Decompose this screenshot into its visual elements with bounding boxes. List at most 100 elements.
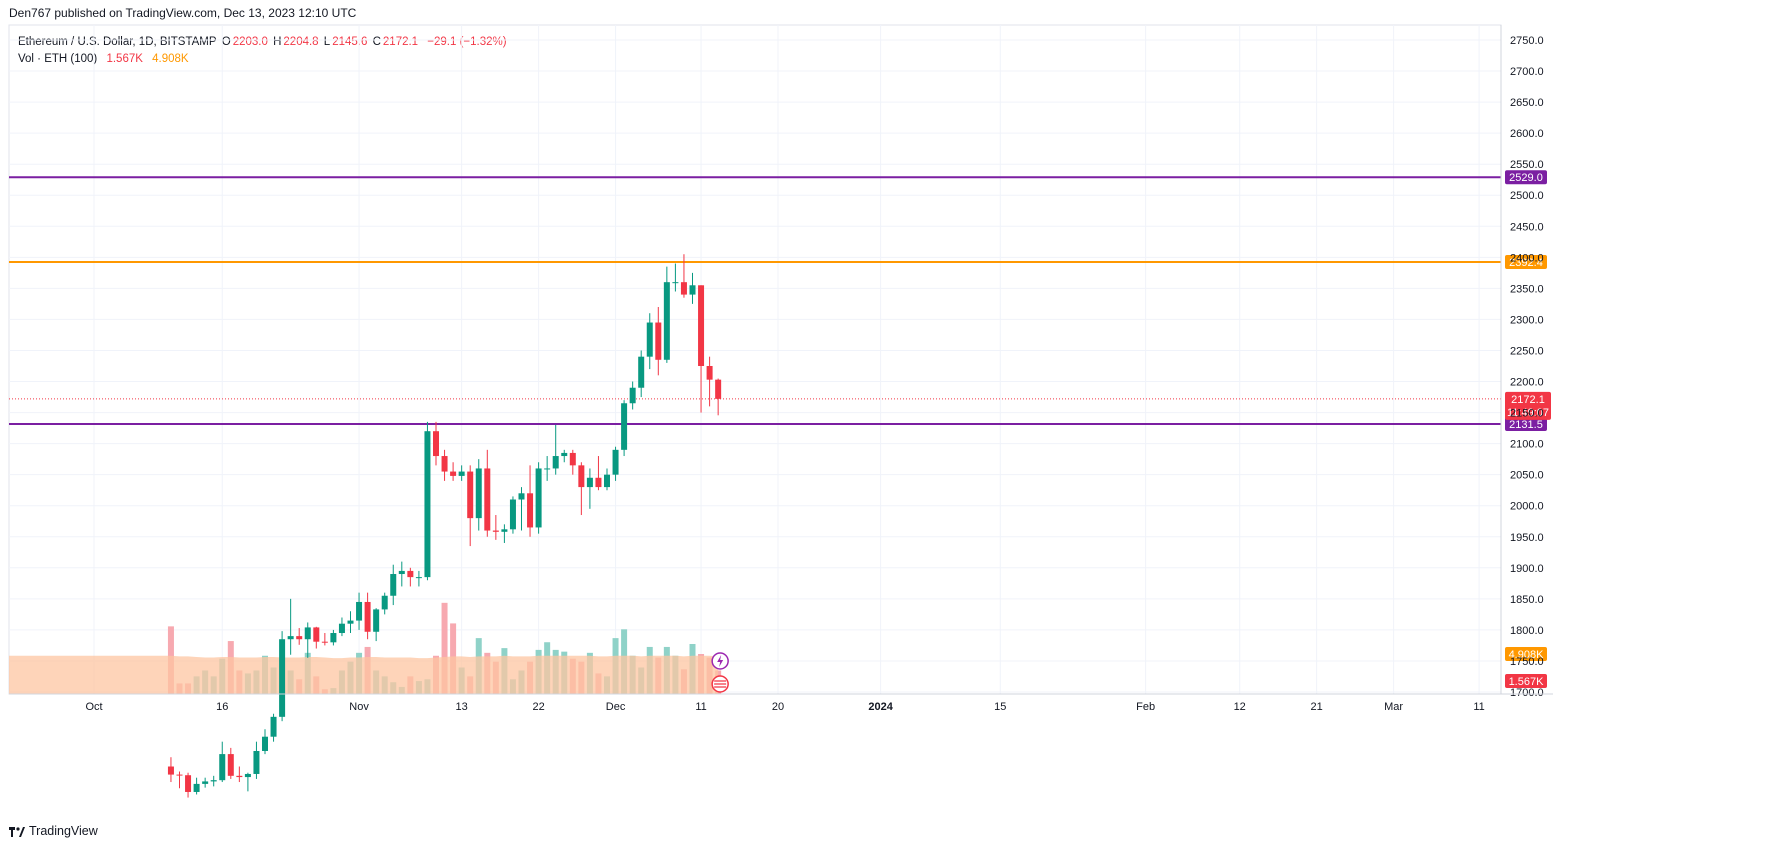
candle-body bbox=[578, 465, 585, 488]
x-tick-label: 20 bbox=[772, 701, 784, 713]
candle-body bbox=[407, 570, 414, 578]
candle-body bbox=[415, 577, 422, 579]
x-tick-label: 13 bbox=[456, 701, 468, 713]
level-label-bg bbox=[1505, 255, 1547, 270]
candle-body bbox=[586, 477, 593, 488]
volume-axis-label-bg bbox=[1505, 647, 1547, 661]
y-tick-label: 2050.0 bbox=[1510, 470, 1544, 482]
volume-axis-label: 4.908K bbox=[1509, 649, 1545, 661]
candle-body bbox=[509, 499, 516, 530]
x-tick-label: 2024 bbox=[868, 701, 893, 713]
candle-body bbox=[364, 601, 371, 632]
y-tick-label: 2500.0 bbox=[1510, 190, 1544, 202]
footer-brand-label: TradingView bbox=[29, 824, 98, 838]
high-value: 2204.8 bbox=[283, 36, 319, 48]
y-tick-label: 2700.0 bbox=[1510, 66, 1544, 78]
last-price-label-bg bbox=[1505, 391, 1551, 420]
candle-body bbox=[552, 456, 559, 469]
x-tick-label: 21 bbox=[1311, 701, 1323, 713]
y-tick-label: 1900.0 bbox=[1510, 563, 1544, 575]
x-tick-label: 12 bbox=[1234, 701, 1246, 713]
candle-body bbox=[458, 471, 465, 476]
volume-label[interactable]: Vol · ETH (100) bbox=[18, 53, 98, 65]
y-tick-label: 2300.0 bbox=[1510, 314, 1544, 326]
lightning-glyph-icon bbox=[717, 655, 724, 667]
candle-body bbox=[663, 282, 670, 360]
y-tick-label: 2600.0 bbox=[1510, 128, 1544, 140]
candle-body bbox=[501, 529, 508, 532]
candle-body bbox=[433, 431, 439, 457]
candle-body bbox=[176, 774, 183, 776]
volume-ma-area bbox=[9, 655, 719, 694]
candle-body bbox=[595, 477, 602, 488]
y-tick-label: 2250.0 bbox=[1510, 345, 1544, 357]
candle-body bbox=[629, 387, 636, 404]
candle-body bbox=[287, 636, 294, 640]
open-label: O bbox=[221, 36, 231, 48]
volume-axis-label-bg bbox=[1505, 674, 1547, 688]
candle-body bbox=[185, 775, 192, 792]
x-tick-label: 15 bbox=[994, 701, 1006, 713]
candle-body bbox=[706, 366, 713, 380]
candle-body bbox=[689, 285, 696, 295]
candle-body bbox=[253, 750, 260, 774]
candle-body bbox=[604, 474, 610, 488]
x-tick-label: 11 bbox=[695, 701, 706, 713]
candle-body bbox=[219, 754, 226, 781]
candle-body bbox=[202, 781, 209, 784]
level-label-bg bbox=[1505, 417, 1547, 432]
y-tick-label: 1950.0 bbox=[1510, 532, 1544, 544]
candle-body bbox=[698, 285, 705, 366]
last-price-label: 2172.1 bbox=[1511, 394, 1545, 406]
candle-body bbox=[715, 379, 722, 399]
x-tick-label: Dec bbox=[606, 701, 626, 713]
candle-body bbox=[655, 322, 662, 360]
candle-body bbox=[621, 403, 628, 450]
y-tick-label: 2200.0 bbox=[1510, 377, 1544, 389]
candle-body bbox=[210, 780, 217, 782]
candle-body bbox=[467, 471, 474, 519]
candle-body bbox=[296, 636, 303, 640]
candle-body bbox=[347, 620, 354, 624]
candle-body bbox=[518, 493, 525, 500]
candle-body bbox=[527, 493, 534, 528]
chart-legend: Ethereum / U.S. Dollar, 1D, BITSTAMP O 22… bbox=[18, 34, 509, 68]
candle-body bbox=[373, 609, 380, 632]
close-label: C bbox=[372, 36, 381, 48]
level-label-bg bbox=[1505, 170, 1547, 185]
candle-body bbox=[193, 783, 200, 792]
high-label: H bbox=[273, 36, 282, 48]
candle-body bbox=[638, 356, 645, 388]
candle-body bbox=[535, 468, 542, 528]
x-tick-label: Feb bbox=[1136, 701, 1155, 713]
candle-body bbox=[544, 468, 551, 470]
x-tick-label: 22 bbox=[532, 701, 544, 713]
candle-body bbox=[304, 627, 311, 640]
y-tick-label: 2150.0 bbox=[1510, 408, 1544, 420]
x-tick-label: Mar bbox=[1384, 701, 1403, 713]
candle-body bbox=[672, 282, 679, 284]
volume-ma-value: 4.908K bbox=[152, 53, 189, 65]
candle-body bbox=[321, 641, 328, 643]
y-tick-label: 1750.0 bbox=[1510, 656, 1544, 668]
candle-body bbox=[330, 633, 337, 643]
y-tick-label: 2450.0 bbox=[1510, 221, 1544, 233]
candle-body bbox=[646, 322, 653, 357]
candle-body bbox=[441, 456, 448, 472]
candle-body bbox=[313, 627, 320, 642]
candle-body bbox=[279, 639, 286, 717]
low-label: L bbox=[323, 36, 331, 48]
volume-bar bbox=[441, 602, 448, 694]
y-tick-label: 2550.0 bbox=[1510, 159, 1544, 171]
y-tick-label: 2100.0 bbox=[1510, 439, 1544, 451]
volume-value: 1.567K bbox=[106, 53, 143, 65]
candle-body bbox=[424, 431, 431, 578]
level-label: 2392.4 bbox=[1509, 257, 1543, 269]
candle-body bbox=[569, 452, 576, 466]
level-label: 2529.0 bbox=[1509, 172, 1543, 184]
candle-body bbox=[381, 595, 388, 610]
candle-body bbox=[390, 574, 397, 596]
candle-body bbox=[492, 530, 499, 532]
symbol-label[interactable]: Ethereum / U.S. Dollar, 1D, BITSTAMP bbox=[18, 36, 217, 48]
